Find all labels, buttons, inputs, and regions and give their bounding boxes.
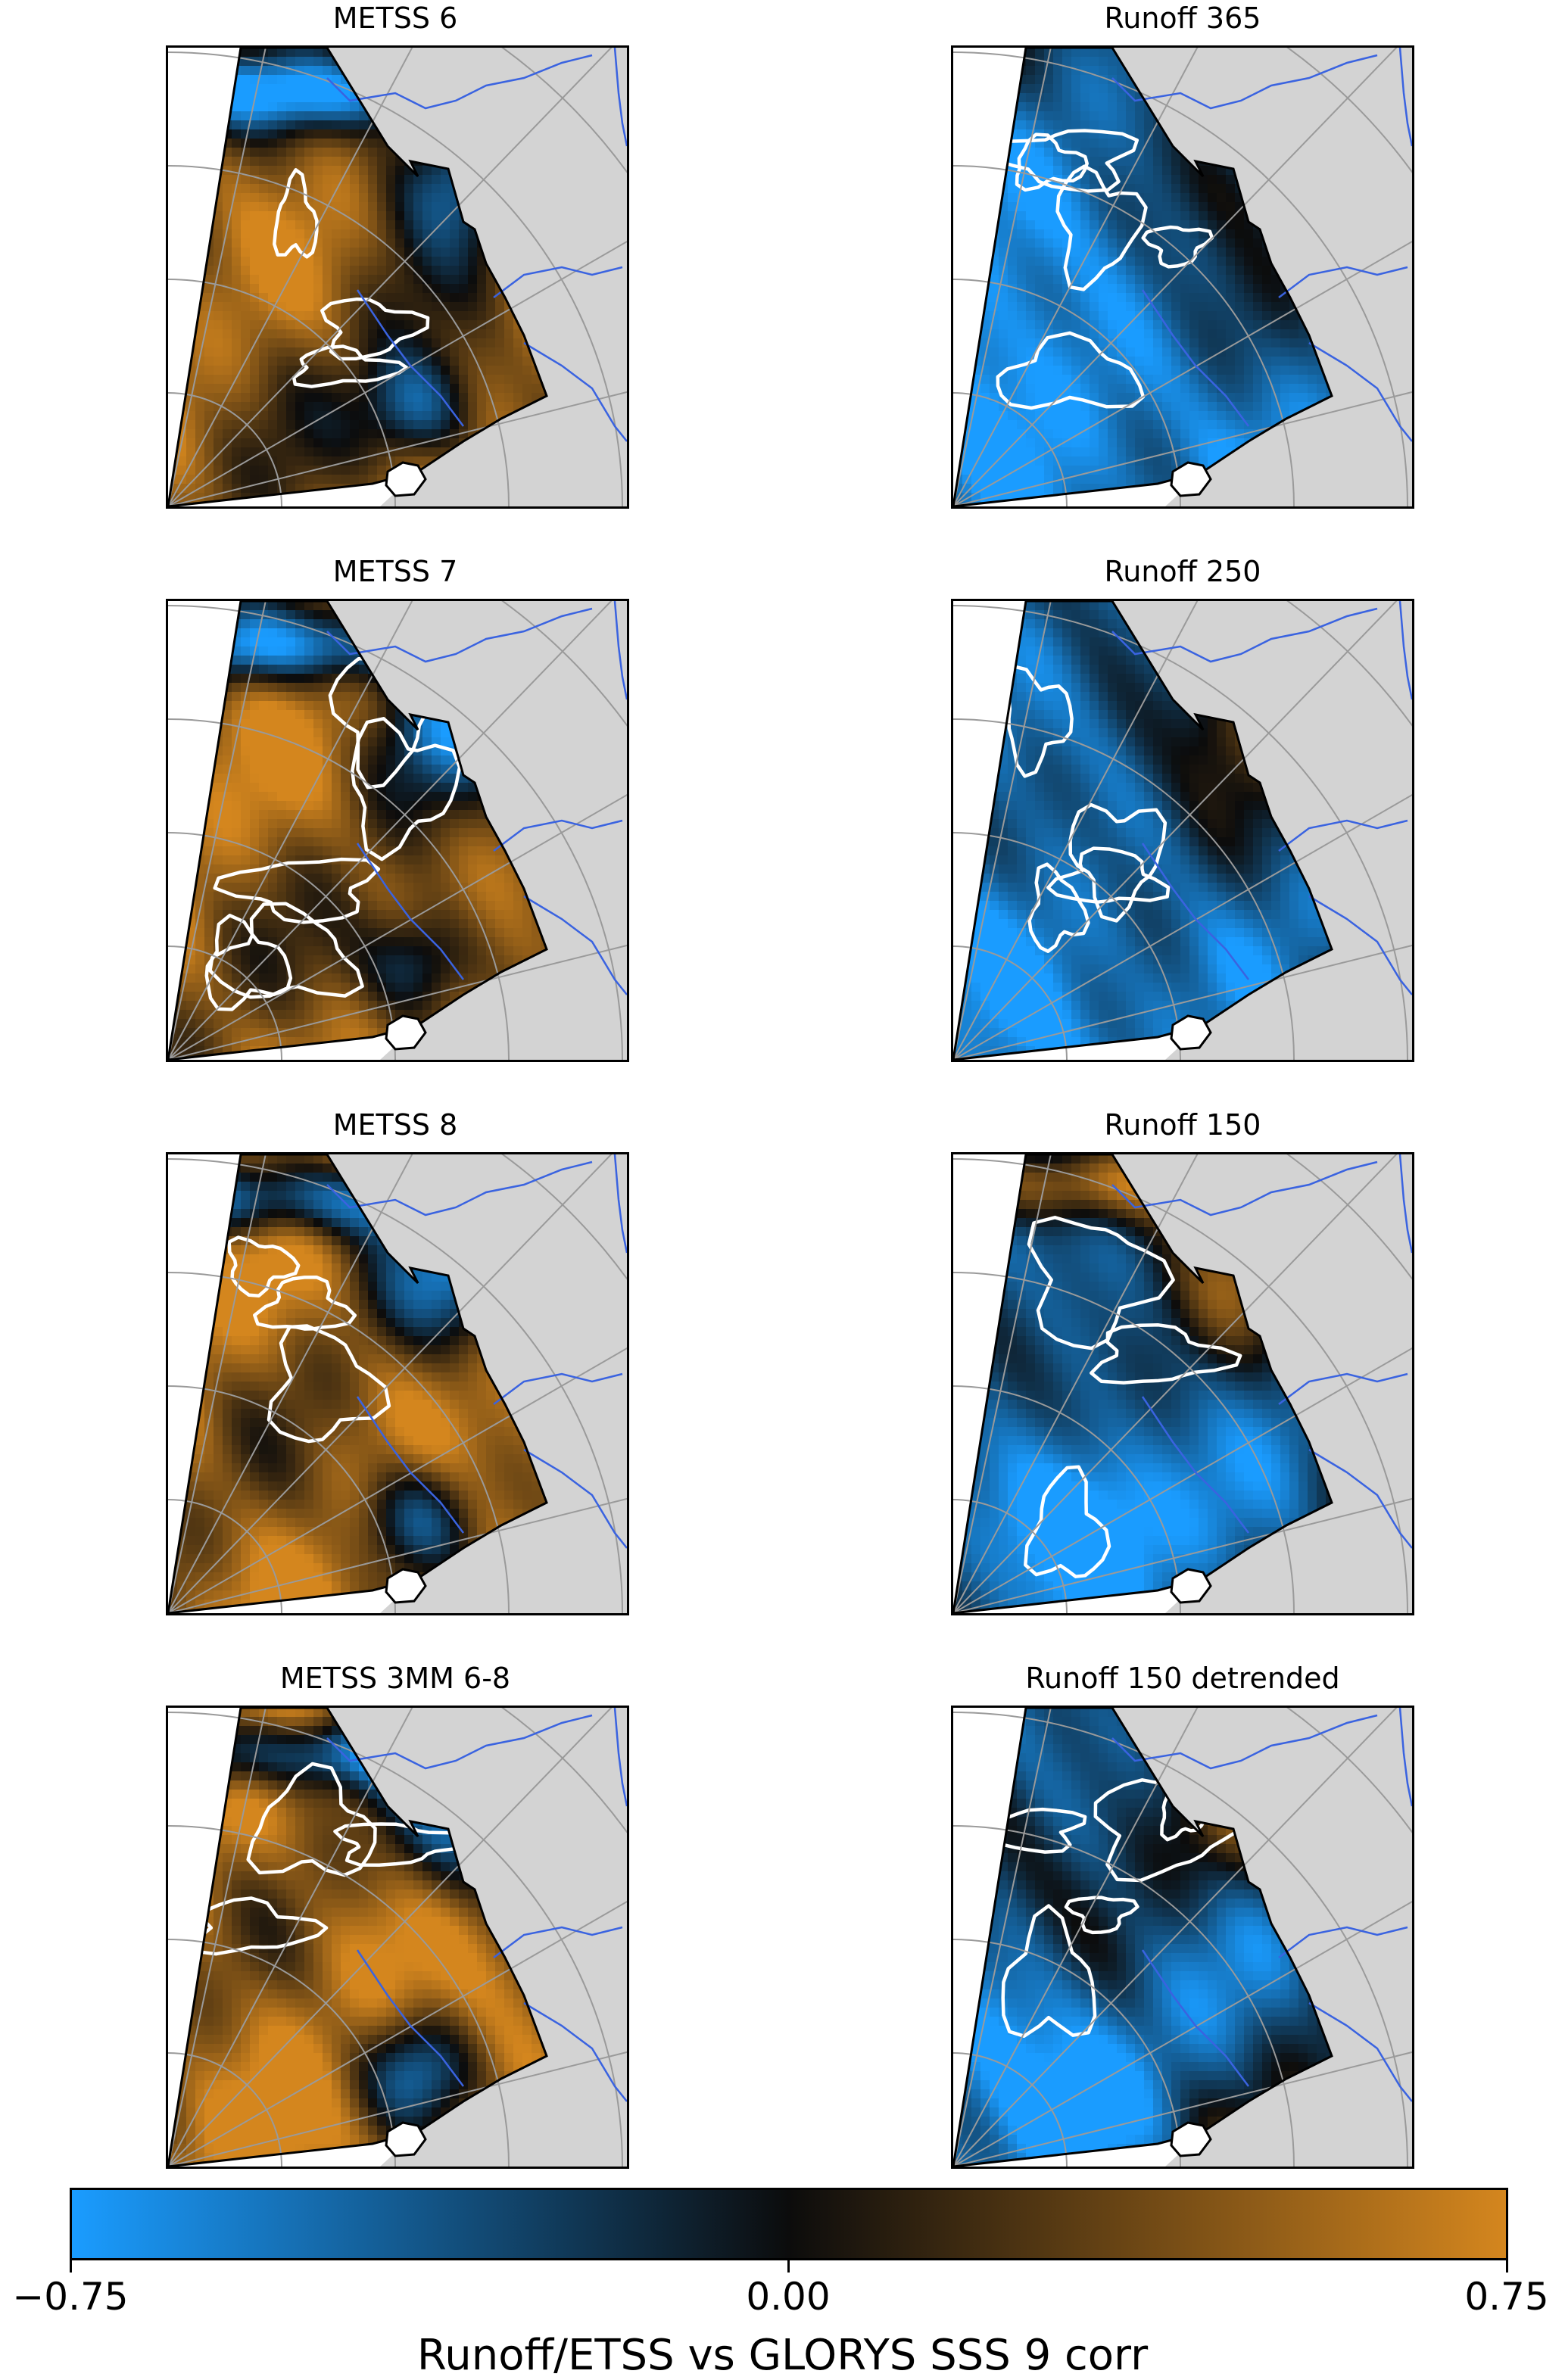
island [1170,2121,1212,2157]
graticule [953,48,1412,506]
coastline [953,1708,1333,2167]
outside-domain [168,1578,418,1613]
graticule [168,1154,627,1613]
graticule [168,601,627,1060]
panel-title-runoff150d: Runoff 150 detrended [1025,1662,1340,1695]
rivers [326,1708,627,2102]
rivers [1111,48,1412,442]
colorbar-tick-label-mid: 0.00 [746,2275,831,2319]
outside-domain [168,1025,418,1060]
map-svg [168,601,627,1060]
significance-contours [227,1235,391,1444]
colorbar-tick-min [70,2260,72,2273]
map-panel-runoff150d [951,1706,1414,2169]
panel-title-metss6: METSS 6 [332,2,458,35]
map-panel-metss6 [166,45,629,509]
panel-title-metss7: METSS 7 [332,555,458,588]
outside-domain [953,472,1203,506]
colorbar-tick-label-max: 0.75 [1464,2275,1549,2319]
outside-domain [953,1025,1203,1060]
rivers [1111,601,1412,995]
outside-domain [953,2132,1203,2167]
map-svg [168,1154,627,1613]
island [385,461,427,497]
coastline [953,48,1333,506]
map-svg [953,601,1412,1060]
panel-title-runoff150: Runoff 150 [1104,1108,1261,1142]
map-svg [953,1154,1412,1613]
coastline [168,1708,548,2167]
map-svg [953,48,1412,506]
colorbar-label: Runoff/ETSS vs GLORYS SSS 9 corr [416,2331,1149,2380]
rivers [326,601,627,995]
rivers [1111,1154,1412,1549]
colorbar [70,2188,1508,2260]
rivers [1111,1708,1412,2102]
graticule [953,1154,1412,1613]
graticule [953,601,1412,1060]
rivers [326,1154,627,1549]
map-panel-runoff365 [951,45,1414,509]
map-panel-runoff150 [951,1152,1414,1615]
panel-title-metss3mm: METSS 3MM 6-8 [279,1662,511,1695]
outside-domain [168,2132,418,2167]
island [1170,1568,1212,1604]
rivers [326,48,627,442]
map-svg [168,48,627,506]
graticule [168,1708,627,2167]
island [1170,461,1212,497]
coastline [953,601,1333,1060]
colorbar-tick-label-min: −0.75 [12,2275,129,2319]
significance-contours [273,168,430,388]
outside-domain [168,472,418,506]
graticule [953,1708,1412,2167]
outside-domain [953,1578,1203,1613]
island [385,2121,427,2157]
panel-title-runoff365: Runoff 365 [1104,2,1261,35]
map-panel-metss3mm [166,1706,629,2169]
panel-title-runoff250: Runoff 250 [1104,555,1261,588]
significance-contours [1006,665,1171,953]
coastline [168,1154,548,1613]
island [385,1568,427,1604]
island [1170,1014,1212,1051]
map-svg [168,1708,627,2167]
graticule [168,48,627,506]
island [385,1014,427,1051]
coastline [168,601,548,1060]
map-panel-runoff250 [951,599,1414,1062]
map-panel-metss8 [166,1152,629,1615]
colorbar-tick-max [1506,2260,1508,2273]
significance-contours [204,656,462,1011]
colorbar-tick-mid [787,2260,790,2273]
coastline [953,1154,1333,1613]
map-panel-metss7 [166,599,629,1062]
panel-title-metss8: METSS 8 [332,1108,458,1142]
map-svg [953,1708,1412,2167]
coastline [168,48,548,506]
